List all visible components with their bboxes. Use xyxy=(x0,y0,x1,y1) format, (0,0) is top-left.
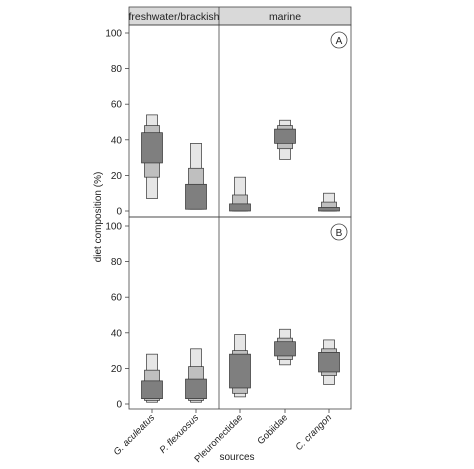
x-tick-label-4: C. crangon xyxy=(293,412,334,453)
panel-a-label: A xyxy=(336,36,343,47)
panel-a-y-tick-label-0: 0 xyxy=(116,207,122,218)
x-axis-title: sources xyxy=(219,452,254,463)
panel-b-y-tick-label-80: 80 xyxy=(111,257,123,268)
panel-b-y-tick-label-0: 0 xyxy=(116,400,122,411)
panel-b-y-tick-label-100: 100 xyxy=(105,222,122,233)
x-tick-label-0: G. aculeatus xyxy=(112,412,158,458)
panel-b-box-0-inner xyxy=(141,380,163,400)
group-label-marine: marine xyxy=(269,11,301,23)
panel-b-box-3-inner xyxy=(274,341,296,357)
panel-b-box-1-inner xyxy=(185,378,207,400)
panel-a-y-tick-label-100: 100 xyxy=(105,29,122,40)
x-tick-label-3: Gobiidae xyxy=(255,412,290,447)
group-label-freshwater: freshwater/brackish xyxy=(128,11,219,23)
panel-a-box-2-inner xyxy=(229,203,251,212)
panel-a-y-tick-label-80: 80 xyxy=(111,64,123,75)
panel-a-label-circle xyxy=(330,31,348,49)
panel-a-y-tick-label-60: 60 xyxy=(111,100,123,111)
panel-b-y-tick-label-60: 60 xyxy=(111,293,123,304)
panel-b-box-2-inner xyxy=(229,353,251,389)
panel-a-box-3-inner xyxy=(274,128,296,144)
panel-a-box-1-inner xyxy=(185,183,207,210)
panel-a-box-4-inner xyxy=(318,207,340,212)
y-axis-title: diet composition (%) xyxy=(93,172,104,263)
panel-a: A 0 20 40 60 80 100 xyxy=(105,24,352,218)
panel-a-y-axis: 0 20 40 60 80 100 xyxy=(105,29,129,218)
x-tick-label-1: P. flexuosus xyxy=(158,412,202,456)
strip-header: freshwater/brackish marine xyxy=(128,6,352,26)
panel-a-y-tick-label-40: 40 xyxy=(111,135,123,146)
panel-b-boxes xyxy=(141,328,340,403)
panel-b: B 0 20 40 60 80 100 xyxy=(105,216,352,411)
panel-a-box-0-inner xyxy=(141,132,163,164)
panel-b-label: B xyxy=(336,228,343,239)
panel-b-y-axis: 0 20 40 60 80 100 xyxy=(105,222,129,411)
panel-a-y-tick-label-20: 20 xyxy=(111,171,123,182)
panel-b-box-4-inner xyxy=(318,352,340,373)
panel-b-y-tick-label-40: 40 xyxy=(111,328,123,339)
panel-a-boxes xyxy=(141,114,340,212)
panel-b-y-tick-label-20: 20 xyxy=(111,364,123,375)
panel-b-label-circle xyxy=(330,223,348,241)
